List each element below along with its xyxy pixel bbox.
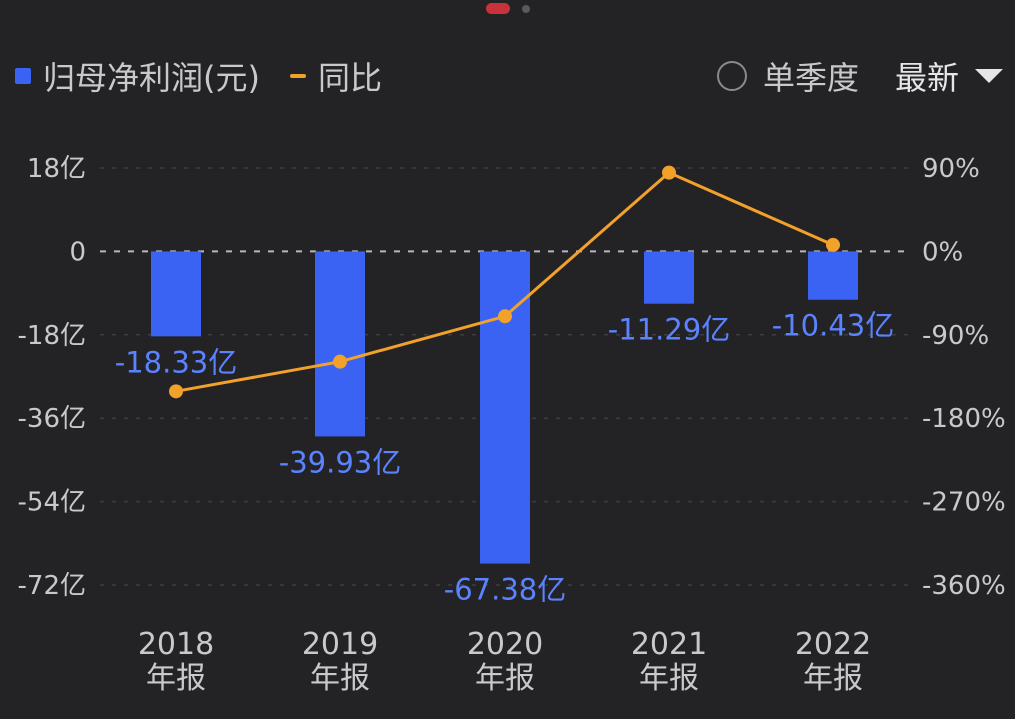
x-tick-year: 2020 [467,627,543,662]
bar-data-label: -18.33亿 [115,345,238,379]
right-axis-tick-label: -270% [922,488,1006,518]
x-tick-year: 2022 [795,627,871,662]
right-axis-tick-label: -180% [922,404,1006,434]
bar-data-label: -67.38亿 [444,573,567,607]
single-quarter-label[interactable]: 单季度 [762,59,859,97]
left-axis-tick-label: -72亿 [18,571,86,601]
yoy-point-2018 [169,384,183,399]
x-tick-report-type: 年报 [803,661,863,696]
right-axis-tick-label: -360% [922,571,1006,601]
left-axis-tick-label: -54亿 [18,488,86,518]
page-dot[interactable] [522,5,530,13]
bar-data-label: -11.29亿 [608,313,731,347]
right-axis-tick-label: -90% [922,321,989,351]
left-axis-tick-label: -18亿 [18,321,86,351]
x-tick-report-type: 年报 [639,661,699,696]
legend-label-yoy: 同比 [317,59,382,97]
yoy-point-2020 [498,309,512,324]
right-axis-tick-label: 0% [922,237,963,267]
bar-2021 [644,251,694,304]
left-axis-tick-label: 0 [69,237,86,267]
yoy-point-2019 [333,354,347,369]
period-select[interactable]: 最新 [894,59,959,97]
bar-swatch-icon [15,68,31,84]
bar-2020 [480,251,530,564]
x-tick-year: 2019 [302,627,378,662]
right-axis-tick-label: 90% [922,154,980,184]
x-tick-report-type: 年报 [475,661,535,696]
legend-item-yoy[interactable]: 同比 [289,53,382,99]
chart-controls: 单季度 最新 [716,52,1003,100]
page-indicator [0,3,1015,15]
legend-label-net-profit: 归母净利润(元) [43,59,260,97]
chart-legend: 归母净利润(元) 同比 [15,52,412,100]
yoy-point-2022 [826,237,840,252]
bar-2022 [808,251,858,300]
x-tick-report-type: 年报 [310,661,370,696]
bar-2019 [315,251,365,437]
left-axis-tick-label: -36亿 [18,404,86,434]
x-tick-report-type: 年报 [146,661,206,696]
bar-2018 [151,251,201,337]
bar-data-label: -39.93亿 [279,445,402,479]
x-tick-year: 2018 [138,627,214,662]
single-quarter-radio[interactable] [716,61,747,91]
bar-data-label: -10.43亿 [772,309,895,343]
x-tick-year: 2021 [631,627,707,662]
yoy-point-2021 [662,165,676,180]
legend-item-net-profit[interactable]: 归母净利润(元) [15,53,260,99]
chevron-down-icon[interactable] [975,69,1003,83]
left-axis-tick-label: 18亿 [27,154,86,184]
line-swatch-icon [289,74,306,78]
page-dot-active[interactable] [486,3,510,14]
